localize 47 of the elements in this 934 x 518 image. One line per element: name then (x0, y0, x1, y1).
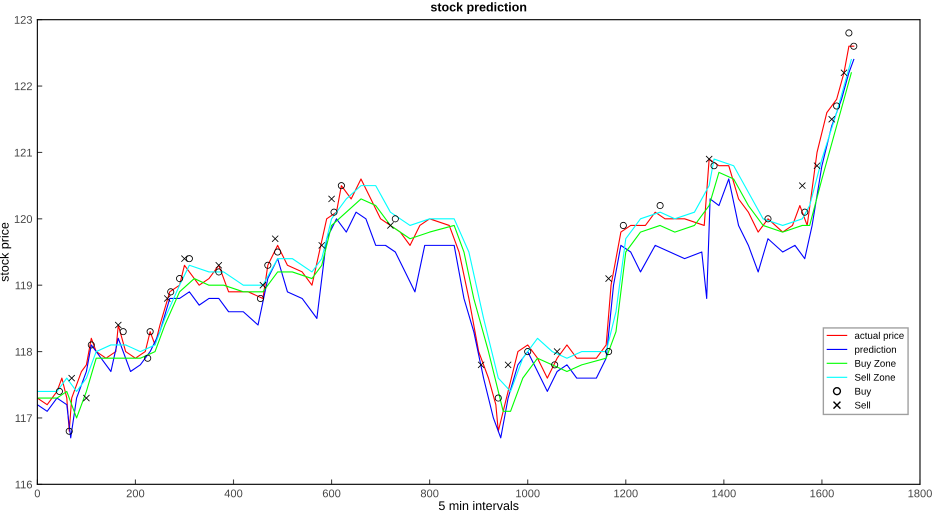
y-axis-title: stock price (0, 222, 12, 282)
x-tick-label: 800 (420, 489, 438, 498)
y-tick-label: 118 (16, 348, 32, 356)
x-axis-title: 5 min intervals (438, 500, 519, 510)
legend-label: Sell (854, 401, 870, 409)
point (259, 282, 266, 289)
point (386, 222, 394, 229)
point (798, 182, 806, 190)
y-tick-label: 123 (14, 16, 32, 24)
y-tick-label: 117 (16, 414, 32, 422)
point (840, 69, 848, 76)
point (164, 294, 171, 302)
point (215, 262, 222, 269)
x-tick-label: 1000 (516, 489, 540, 498)
point (605, 275, 612, 282)
point (706, 156, 713, 163)
x-tick-label: 400 (224, 489, 242, 498)
point (328, 195, 336, 202)
x-tick-label: 200 (126, 489, 144, 498)
x-tick-label: 1400 (712, 489, 736, 498)
legend-label: actual price (854, 332, 904, 341)
point (180, 255, 188, 262)
legend-label: Buy (855, 388, 872, 397)
x-tick-label: 1200 (614, 489, 638, 498)
point (82, 394, 90, 402)
x-tick-label: 1800 (908, 489, 932, 498)
point (68, 374, 76, 382)
point (813, 162, 821, 170)
point (554, 348, 561, 356)
x-tick-label: 1600 (810, 489, 834, 498)
point (318, 242, 326, 249)
y-tick-label: 116 (16, 480, 32, 488)
legend-label: prediction (855, 346, 896, 355)
point (114, 321, 122, 329)
y-tick-label: 120 (14, 215, 32, 223)
y-tick-label: 122 (14, 82, 32, 90)
point (504, 361, 512, 368)
point (272, 235, 279, 242)
x-tick-label: 600 (322, 489, 340, 498)
chart-title: stock prediction (430, 2, 526, 14)
y-tick-label: 121 (14, 148, 32, 156)
point (478, 361, 485, 368)
legend-label: Buy Zone (855, 360, 896, 369)
point (828, 116, 836, 123)
y-tick-label: 119 (16, 281, 32, 290)
legend-label: Sell Zone (854, 374, 896, 381)
x-tick-label: 0 (34, 489, 40, 498)
